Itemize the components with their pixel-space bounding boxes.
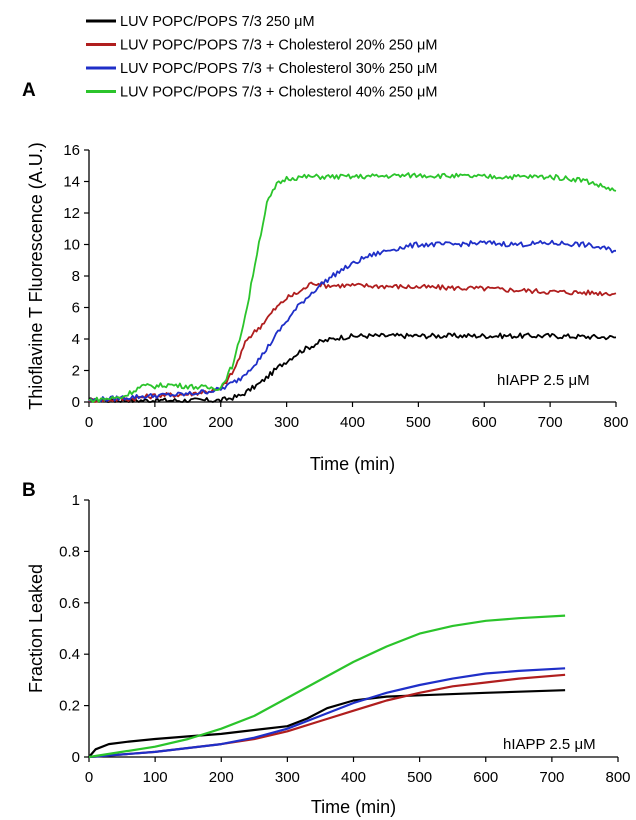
x-tick-label: 700 [538, 414, 563, 431]
series-line-2 [88, 667, 566, 759]
y-tick-label: 1 [72, 492, 80, 509]
y-tick-label: 0.4 [59, 646, 80, 663]
x-tick-label: 100 [143, 769, 168, 786]
x-tick-label: 0 [85, 769, 93, 786]
legend-label-1: LUV POPC/POPS 7/3 + Cholesterol 20% 250 … [120, 38, 437, 54]
annotation-label: hIAPP 2.5 μM [503, 736, 596, 753]
legend-label-3: LUV POPC/POPS 7/3 + Cholesterol 40% 250 … [120, 85, 437, 101]
x-tick-label: 600 [472, 414, 497, 431]
y-tick-label: 2 [72, 363, 80, 380]
series-line-1 [88, 281, 617, 403]
y-axis-title: Thioflavine T Fluorescence (A.U.) [26, 142, 46, 409]
x-tick-label: 700 [539, 769, 564, 786]
series-line-3 [88, 614, 566, 759]
series-line-3 [88, 172, 617, 403]
x-tick-label: 100 [142, 414, 167, 431]
x-tick-label: 300 [275, 769, 300, 786]
x-axis-title: Time (min) [311, 797, 396, 817]
y-tick-label: 0 [72, 749, 80, 766]
panel-b-chart: 0 0.2 0.4 0.6 0.8 1 0 100 200 300 400 500 600 700 800 T… [26, 492, 631, 817]
y-tick-label: 4 [72, 331, 80, 348]
x-tick-label: 500 [407, 769, 432, 786]
panel-letter-a: A [22, 80, 36, 101]
y-tick-label: 10 [63, 237, 80, 254]
x-tick-label: 800 [603, 414, 628, 431]
x-tick-label: 300 [274, 414, 299, 431]
y-tick-label: 14 [63, 174, 80, 191]
y-axis-title: Fraction Leaked [26, 564, 46, 693]
y-tick-label: 0.6 [59, 595, 80, 612]
series-line-2 [88, 239, 616, 403]
y-tick-label: 16 [63, 142, 80, 159]
y-tick-label: 0.8 [59, 543, 80, 560]
panel-a-chart: 0 2 4 6 8 10 12 14 16 0 100 200 300 400 500 600 700 800 Ti… [26, 142, 629, 474]
legend-label-2: LUV POPC/POPS 7/3 + Cholesterol 30% 250 … [120, 61, 437, 77]
series-line-0 [88, 689, 566, 758]
x-tick-label: 800 [605, 769, 630, 786]
y-tick-label: 0.2 [59, 698, 80, 715]
y-tick-label: 0 [72, 394, 80, 411]
legend: LUV POPC/POPS 7/3 250 μM LUV POPC/POPS 7/… [86, 14, 437, 101]
panel-letter-b: B [22, 480, 36, 501]
x-axis-title: Time (min) [310, 454, 395, 474]
x-tick-label: 600 [473, 769, 498, 786]
x-tick-label: 0 [85, 414, 93, 431]
annotation-label: hIAPP 2.5 μM [497, 372, 590, 389]
x-tick-label: 200 [209, 769, 234, 786]
x-tick-label: 400 [341, 769, 366, 786]
legend-label-0: LUV POPC/POPS 7/3 250 μM [120, 14, 315, 30]
x-tick-label: 400 [340, 414, 365, 431]
y-tick-label: 12 [63, 205, 80, 222]
x-tick-label: 500 [406, 414, 431, 431]
series-line-0 [88, 332, 617, 403]
y-tick-label: 8 [72, 268, 80, 285]
x-tick-label: 200 [208, 414, 233, 431]
y-tick-label: 6 [72, 300, 80, 317]
